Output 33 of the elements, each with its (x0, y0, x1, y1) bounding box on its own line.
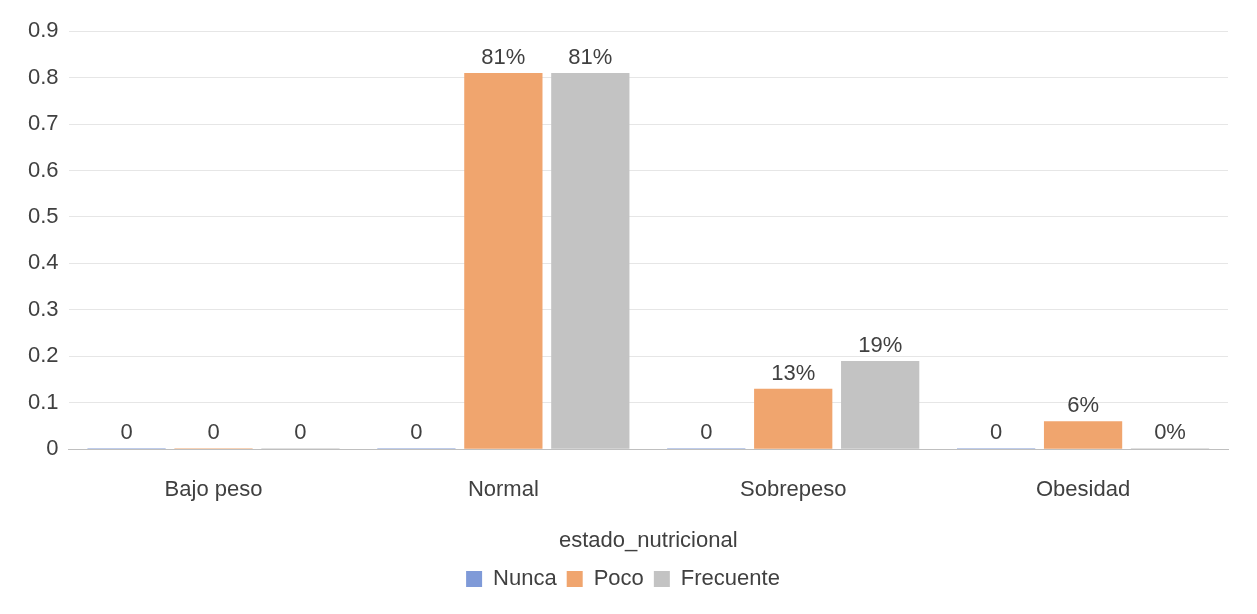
x-tick-label: Normal (467, 476, 539, 502)
y-tick-label: 0.3 (27, 295, 59, 321)
data-label: 0 (410, 419, 423, 445)
bar (464, 73, 543, 449)
data-label: 19% (858, 332, 903, 358)
legend-label: Poco (593, 565, 644, 591)
y-tick-label: 0.5 (27, 203, 59, 229)
data-label: 6% (1067, 392, 1099, 418)
data-label: 0% (1154, 419, 1186, 445)
data-label: 0 (294, 419, 307, 445)
y-tick-label: 0.2 (27, 342, 59, 368)
y-tick-label: 0.4 (27, 249, 59, 275)
x-tick-label: Obesidad (1035, 476, 1131, 502)
data-label: 0 (207, 419, 220, 445)
legend-label: Nunca (493, 565, 558, 591)
data-label: 81% (568, 44, 613, 70)
y-tick-label: 0.9 (27, 17, 59, 43)
y-tick-label: 0.6 (27, 156, 59, 182)
data-label: 0 (700, 419, 713, 445)
y-tick-label: 0 (46, 435, 59, 461)
data-label: 0 (989, 419, 1003, 445)
data-label: 13% (771, 359, 816, 385)
data-label: 0 (120, 419, 133, 445)
data-label: 81% (481, 44, 526, 70)
bar (754, 388, 833, 449)
legend-label: Frecuente (680, 565, 780, 591)
x-tick-label: Bajo peso (164, 476, 263, 502)
y-tick-label: 0.1 (27, 388, 59, 414)
y-tick-label: 0.7 (27, 110, 59, 136)
bar (1043, 421, 1123, 449)
x-axis-title: estado_nutricional (559, 526, 738, 552)
y-tick-label: 0.8 (27, 63, 59, 89)
x-tick-label: Sobrepeso (740, 476, 847, 502)
